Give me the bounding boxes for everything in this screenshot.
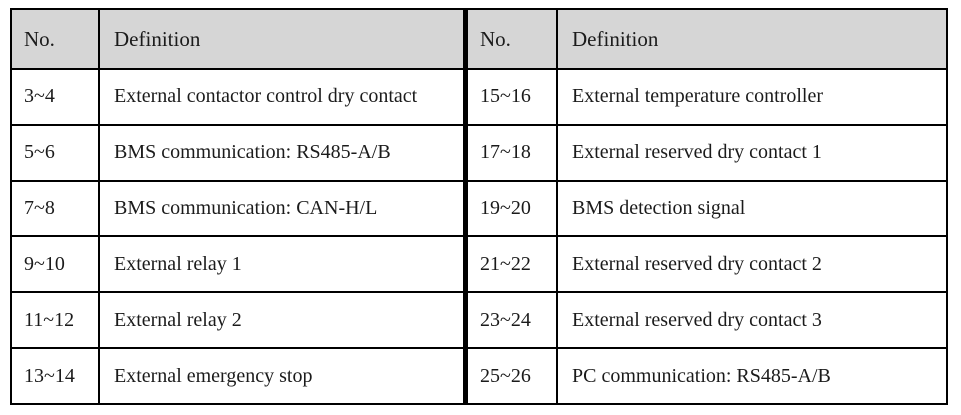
- cell-definition: External reserved dry contact 3: [558, 293, 946, 348]
- cell-no: 21~22: [468, 237, 556, 292]
- cell-no: 9~10: [12, 237, 98, 292]
- cell-no: 15~16: [468, 70, 556, 124]
- cell-no: 7~8: [12, 181, 98, 236]
- cell-definition: External contactor control dry contact: [100, 70, 463, 124]
- cell-definition: External reserved dry contact 1: [558, 125, 946, 180]
- header-cell-no: No.: [468, 10, 556, 68]
- cell-no: 5~6: [12, 125, 98, 180]
- header-cell-definition: Definition: [558, 10, 946, 68]
- header-cell-definition: Definition: [100, 10, 463, 68]
- cell-no: 3~4: [12, 70, 98, 124]
- cell-definition: BMS communication: CAN-H/L: [100, 181, 463, 236]
- cell-definition: BMS communication: RS485-A/B: [100, 125, 463, 180]
- cell-no: 23~24: [468, 293, 556, 348]
- cell-definition: External temperature controller: [558, 70, 946, 124]
- cell-definition: External relay 1: [100, 237, 463, 292]
- cell-definition: External reserved dry contact 2: [558, 237, 946, 292]
- cell-no: 25~26: [468, 349, 556, 403]
- pin-table-left: No. Definition 3~4 External contactor co…: [12, 10, 463, 403]
- header-cell-no: No.: [12, 10, 98, 68]
- cell-no: 19~20: [468, 181, 556, 236]
- pin-table-right: No. Definition 15~16 External temperatur…: [468, 10, 946, 403]
- cell-definition: External relay 2: [100, 293, 463, 348]
- cell-no: 17~18: [468, 125, 556, 180]
- cell-no: 11~12: [12, 293, 98, 348]
- pin-definition-table: No. Definition 3~4 External contactor co…: [10, 8, 948, 405]
- cell-no: 13~14: [12, 349, 98, 403]
- cell-definition: PC communication: RS485-A/B: [558, 349, 946, 403]
- cell-definition: BMS detection signal: [558, 181, 946, 236]
- table-center-divider: [463, 10, 468, 403]
- cell-definition: External emergency stop: [100, 349, 463, 403]
